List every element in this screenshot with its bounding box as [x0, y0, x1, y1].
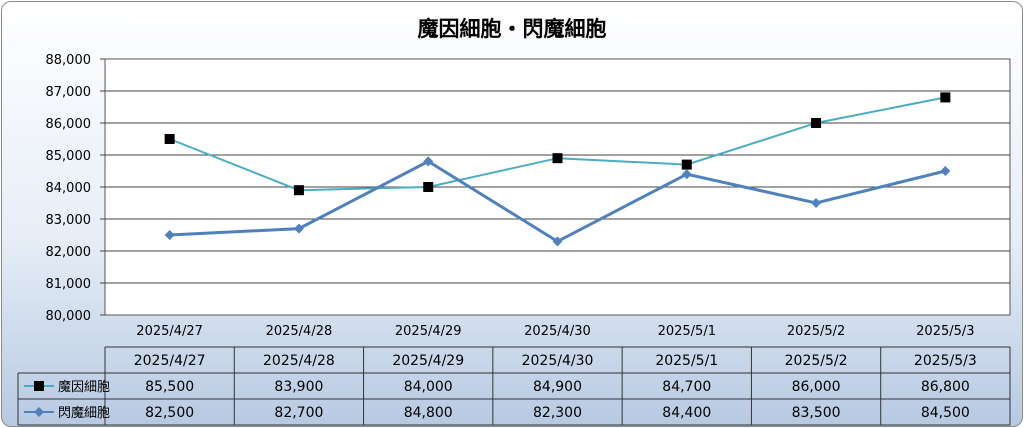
- table-header-cell: 2025/5/1: [655, 353, 718, 369]
- table-value-cell: 84,000: [404, 379, 453, 395]
- legend-label: 閃魔細胞: [58, 406, 110, 421]
- x-tick-label: 2025/5/1: [658, 324, 716, 339]
- data-point: [940, 166, 951, 176]
- table-value-cell: 82,500: [145, 405, 194, 421]
- series-lines: [164, 92, 951, 247]
- table-header-cell: 2025/5/2: [785, 353, 848, 369]
- y-tick-label: 87,000: [46, 85, 92, 100]
- table-value-cell: 84,500: [921, 405, 970, 421]
- table-value-cell: 84,700: [662, 379, 711, 395]
- table-value-cell: 85,500: [145, 379, 194, 395]
- x-tick-label: 2025/4/27: [136, 324, 203, 339]
- x-tick-label: 2025/5/3: [916, 324, 974, 339]
- data-point: [164, 134, 175, 144]
- y-tick-label: 83,000: [46, 213, 92, 228]
- data-point: [164, 230, 175, 240]
- data-point: [681, 169, 692, 180]
- x-tick-label: 2025/4/28: [266, 324, 333, 339]
- x-tick-label: 2025/4/29: [395, 324, 462, 339]
- y-tick-label: 84,000: [46, 181, 92, 196]
- data-table: 2025/4/27 2025/4/28 2025/4/29 2025/4/30 2025…: [17, 346, 1011, 426]
- table-value-cell: 83,500: [792, 405, 841, 421]
- table-value-cell: 84,400: [662, 405, 711, 421]
- x-tick-label: 2025/5/2: [787, 324, 845, 339]
- table-header-cell: 2025/4/28: [263, 353, 335, 369]
- data-point: [293, 223, 304, 234]
- legend-marker: [34, 381, 44, 391]
- table-value-cell: 86,000: [792, 379, 841, 395]
- y-axis-ticks: 80,000 81,000 82,000 83,000 84,000 85,000 86,0…: [46, 53, 92, 324]
- data-point: [423, 182, 434, 192]
- y-tick-label: 80,000: [46, 309, 92, 324]
- x-tick-label: 2025/4/30: [524, 324, 591, 339]
- legend-marker: [34, 407, 44, 417]
- y-tick-label: 81,000: [46, 277, 92, 292]
- data-point: [423, 156, 434, 167]
- data-point: [940, 92, 951, 103]
- data-point: [293, 185, 304, 196]
- legend-label: 魔因細胞: [58, 380, 110, 395]
- y-tick-label: 82,000: [46, 245, 92, 260]
- data-point: [681, 159, 692, 170]
- data-point: [552, 236, 563, 247]
- table-value-cell: 82,300: [533, 405, 582, 421]
- table-header-cell: 2025/4/30: [522, 353, 594, 369]
- data-point: [811, 118, 822, 128]
- table-value-cell: 84,900: [533, 379, 582, 395]
- x-axis-ticks: 2025/4/27 2025/4/28 2025/4/29 2025/4/30 2025…: [136, 324, 974, 339]
- table-header-cell: 2025/4/27: [134, 353, 206, 369]
- table-value-cell: 86,800: [921, 379, 970, 395]
- table-value-cell: 82,700: [274, 405, 323, 421]
- y-tick-label: 86,000: [46, 117, 92, 132]
- data-point: [552, 153, 563, 164]
- chart-title: 魔因細胞・閃魔細胞: [418, 17, 607, 41]
- table-value-cell: 83,900: [274, 379, 323, 395]
- table-header-cell: 2025/5/3: [914, 353, 977, 369]
- y-tick-label: 88,000: [46, 53, 92, 68]
- data-point: [811, 198, 822, 208]
- table-value-cell: 84,800: [404, 405, 453, 421]
- table-header-cell: 2025/4/29: [392, 353, 464, 369]
- y-tick-label: 85,000: [46, 149, 92, 164]
